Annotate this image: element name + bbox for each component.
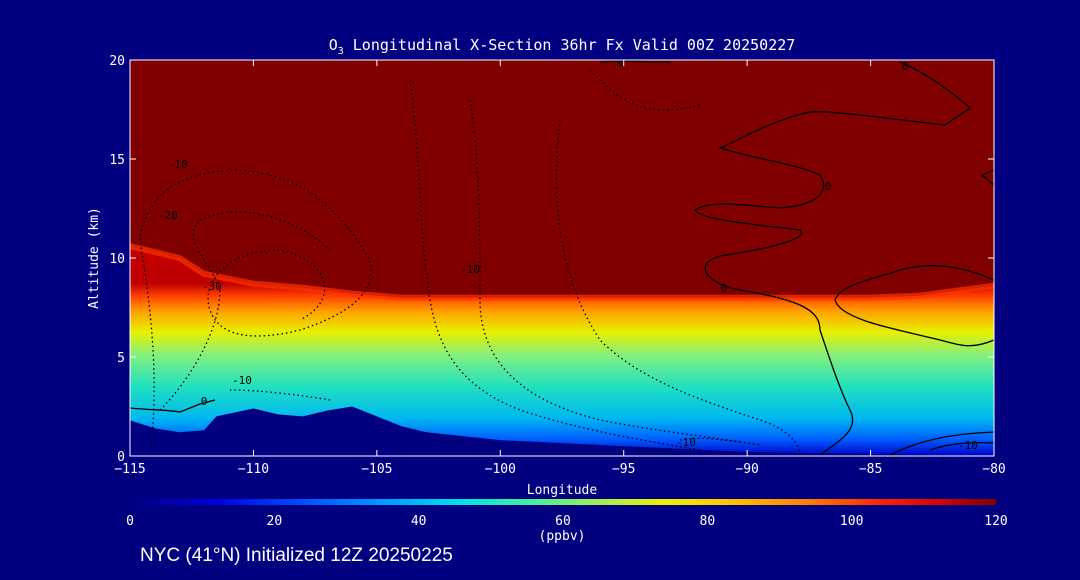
y-tick-label: 20 (109, 54, 125, 69)
contour-line-negative-6 (679, 437, 741, 443)
contour-label: -20 (158, 209, 178, 222)
chart-title: O3 Longitudinal X-Section 36hr Fx Valid … (329, 36, 796, 57)
plot-area: -10 -20 -30 -10 -10 0 -10 0 0 0 0 -10 (130, 56, 994, 456)
contour-label: -10 (460, 263, 480, 276)
footer-label: NYC (41°N) Initialized 12Z 20250225 (140, 545, 453, 566)
x-tick-label: −85 (859, 462, 882, 477)
terrain-mask (130, 406, 994, 456)
colorbar (130, 499, 996, 505)
contour-line-negative-4 (555, 69, 801, 456)
contour-label: 0 (618, 56, 625, 69)
colorbar-tick-label: 80 (700, 514, 716, 529)
contour-line-negative-2 (409, 79, 701, 451)
contour-label: -10 (958, 439, 978, 452)
y-axis-ticks: 0 5 10 15 20 (109, 54, 994, 465)
colorbar-ticks: 0 20 40 60 80 100 120 (126, 514, 1008, 529)
y-tick-label: 5 (117, 351, 125, 366)
contour-label: -10 (232, 374, 252, 387)
colorbar-tick-label: 20 (267, 514, 283, 529)
x-tick-label: −90 (735, 462, 758, 477)
contour-label: 0 (825, 180, 832, 193)
x-axis-label: Longitude (527, 483, 598, 498)
x-tick-label: −105 (361, 462, 392, 477)
contour-label: 0 (721, 282, 728, 295)
contour-line-negative-3 (469, 99, 761, 446)
contour-line-0 (130, 399, 216, 413)
colorbar-tick-label: 120 (984, 514, 1007, 529)
contour-line-5 (889, 431, 994, 456)
contour-label: -10 (676, 436, 696, 449)
contour-label: 0 (902, 60, 909, 73)
contour-label: -10 (168, 158, 188, 171)
tropopause-band (130, 243, 994, 301)
contour-label: -30 (202, 280, 222, 293)
x-tick-label: −115 (114, 462, 145, 477)
contour-line-2 (694, 61, 972, 456)
x-tick-label: −95 (612, 462, 635, 477)
contour-line-1 (599, 60, 671, 63)
colorbar-tick-label: 60 (555, 514, 571, 529)
x-axis-ticks: −115 −110 −105 −100 −95 −90 −85 −80 (114, 60, 1006, 477)
stratosphere-region (130, 60, 994, 298)
x-tick-label: −80 (982, 462, 1005, 477)
colorbar-tick-label: 100 (840, 514, 863, 529)
y-tick-label: 0 (117, 450, 125, 465)
y-axis-label: Altitude (km) (87, 207, 102, 309)
x-tick-label: −110 (238, 462, 269, 477)
contour-line-negative-0 (139, 169, 372, 456)
colorbar-unit-label: (ppbv) (539, 529, 586, 544)
y-tick-label: 10 (109, 252, 125, 267)
contour-label: 0 (201, 395, 208, 408)
colorbar-tick-label: 40 (411, 514, 427, 529)
contour-line-negative-1 (159, 211, 331, 411)
y-tick-label: 15 (109, 153, 125, 168)
colorbar-tick-label: 0 (126, 514, 134, 529)
contour-line-3 (834, 265, 994, 347)
x-tick-label: −100 (485, 462, 516, 477)
contour-line-4 (980, 169, 994, 186)
contour-line-negative-5 (229, 389, 331, 401)
